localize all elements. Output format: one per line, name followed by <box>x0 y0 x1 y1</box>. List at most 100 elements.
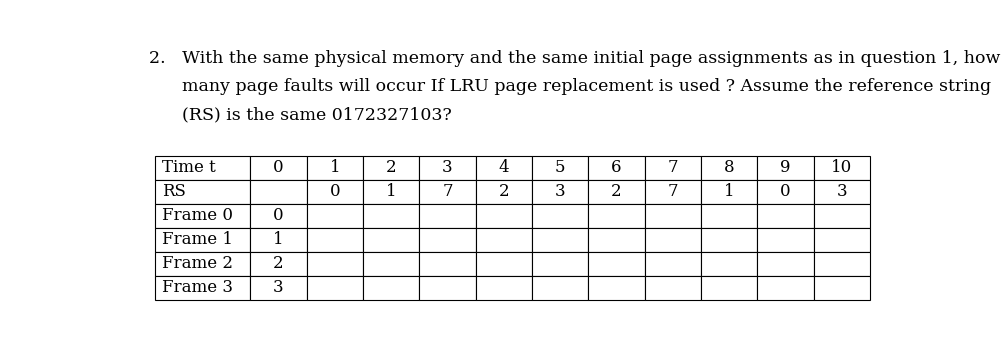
Bar <box>588 276 644 300</box>
Bar <box>814 180 870 204</box>
Text: 2: 2 <box>273 255 284 272</box>
Bar <box>475 252 532 276</box>
Bar <box>701 204 757 228</box>
Bar <box>757 276 814 300</box>
Text: 4: 4 <box>498 159 510 176</box>
Bar <box>155 180 251 204</box>
Bar <box>251 156 307 180</box>
Bar <box>419 252 475 276</box>
Bar <box>644 228 701 252</box>
Text: 0: 0 <box>780 183 790 200</box>
Bar <box>532 204 588 228</box>
Text: 7: 7 <box>668 183 678 200</box>
Text: 2.   With the same physical memory and the same initial page assignments as in q: 2. With the same physical memory and the… <box>149 50 1001 67</box>
Bar <box>419 204 475 228</box>
Bar <box>757 228 814 252</box>
Bar <box>251 276 307 300</box>
Bar <box>588 204 644 228</box>
Bar <box>644 180 701 204</box>
Bar <box>307 156 363 180</box>
Text: 3: 3 <box>837 183 847 200</box>
Bar <box>419 156 475 180</box>
Bar <box>363 276 419 300</box>
Text: 3: 3 <box>555 183 565 200</box>
Text: many page faults will occur If LRU page replacement is used ? Assume the referen: many page faults will occur If LRU page … <box>149 78 992 95</box>
Text: 6: 6 <box>611 159 621 176</box>
Bar <box>363 180 419 204</box>
Text: 0: 0 <box>273 207 284 224</box>
Bar <box>307 276 363 300</box>
Bar <box>757 252 814 276</box>
Bar <box>814 156 870 180</box>
Bar <box>475 180 532 204</box>
Bar <box>307 204 363 228</box>
Bar <box>532 252 588 276</box>
Text: 8: 8 <box>724 159 734 176</box>
Bar <box>701 156 757 180</box>
Bar <box>644 204 701 228</box>
Bar <box>251 204 307 228</box>
Text: 1: 1 <box>273 231 284 248</box>
Bar <box>307 228 363 252</box>
Bar <box>588 156 644 180</box>
Text: 10: 10 <box>831 159 852 176</box>
Bar <box>532 156 588 180</box>
Bar <box>532 180 588 204</box>
Text: (RS) is the same 0172327103?: (RS) is the same 0172327103? <box>149 106 452 124</box>
Bar <box>588 180 644 204</box>
Text: 7: 7 <box>442 183 453 200</box>
Bar <box>363 204 419 228</box>
Bar <box>251 228 307 252</box>
Bar <box>757 180 814 204</box>
Text: 3: 3 <box>442 159 453 176</box>
Bar <box>701 252 757 276</box>
Bar <box>644 276 701 300</box>
Bar <box>701 228 757 252</box>
Text: 1: 1 <box>724 183 734 200</box>
Bar <box>644 252 701 276</box>
Bar <box>644 156 701 180</box>
Text: Time t: Time t <box>161 159 215 176</box>
Text: 1: 1 <box>386 183 397 200</box>
Bar <box>155 204 251 228</box>
Text: 1: 1 <box>329 159 340 176</box>
Bar <box>475 228 532 252</box>
Bar <box>814 204 870 228</box>
Text: Frame 3: Frame 3 <box>161 279 233 296</box>
Bar <box>814 276 870 300</box>
Text: 5: 5 <box>555 159 565 176</box>
Text: RS: RS <box>161 183 185 200</box>
Bar <box>757 204 814 228</box>
Text: 3: 3 <box>273 279 284 296</box>
Text: 0: 0 <box>273 159 284 176</box>
Text: 7: 7 <box>668 159 678 176</box>
Bar <box>155 228 251 252</box>
Text: 9: 9 <box>780 159 790 176</box>
Bar <box>155 156 251 180</box>
Text: Frame 1: Frame 1 <box>161 231 233 248</box>
Bar <box>155 252 251 276</box>
Text: 2: 2 <box>498 183 510 200</box>
Bar <box>363 228 419 252</box>
Bar <box>814 252 870 276</box>
Text: Frame 2: Frame 2 <box>161 255 233 272</box>
Bar <box>475 156 532 180</box>
Bar <box>588 252 644 276</box>
Bar <box>814 228 870 252</box>
Text: 0: 0 <box>329 183 340 200</box>
Bar <box>251 180 307 204</box>
Bar <box>475 204 532 228</box>
Text: Frame 0: Frame 0 <box>161 207 233 224</box>
Text: 2: 2 <box>386 159 397 176</box>
Bar <box>419 228 475 252</box>
Bar <box>363 252 419 276</box>
Bar <box>419 180 475 204</box>
Text: 2: 2 <box>611 183 621 200</box>
Bar <box>475 276 532 300</box>
Bar <box>757 156 814 180</box>
Bar <box>307 180 363 204</box>
Bar <box>419 276 475 300</box>
Bar <box>532 228 588 252</box>
Bar <box>307 252 363 276</box>
Bar <box>532 276 588 300</box>
